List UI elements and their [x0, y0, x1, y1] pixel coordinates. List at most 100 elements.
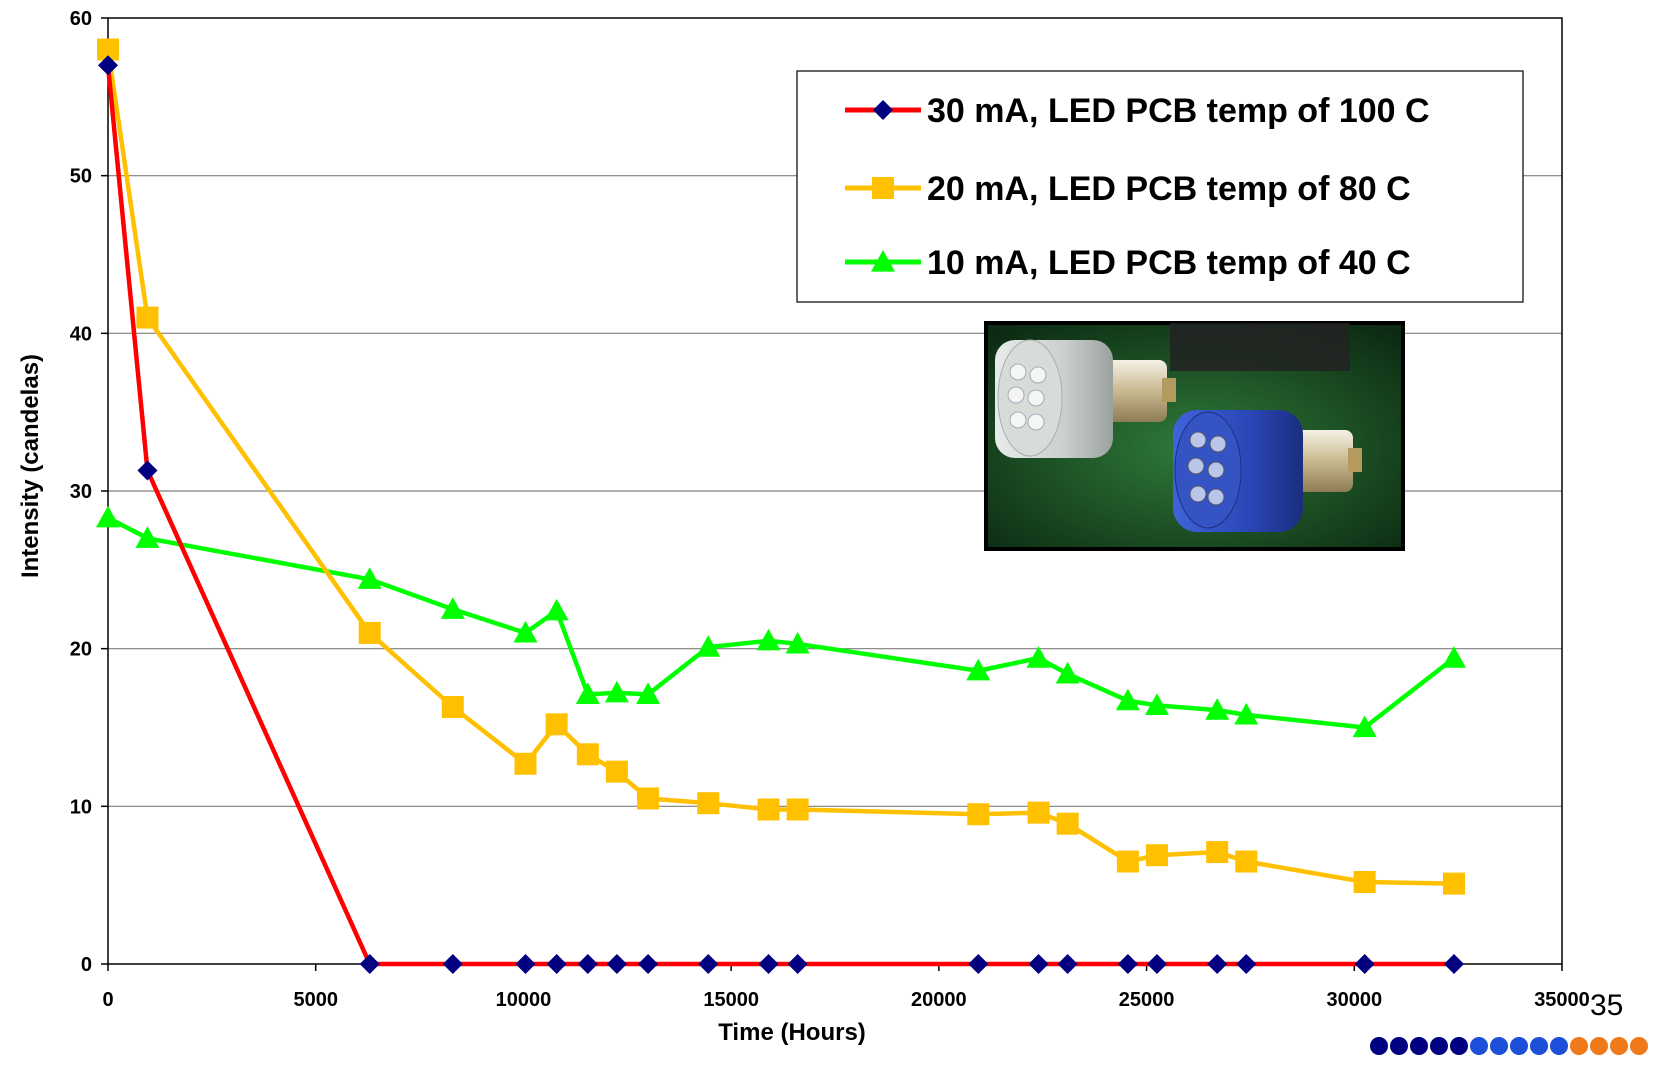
data-point [1116, 850, 1139, 873]
data-point [544, 598, 569, 621]
data-point [1144, 693, 1169, 716]
data-point [576, 743, 599, 766]
decorative-dot [1390, 1037, 1408, 1055]
data-point [515, 954, 536, 974]
series-1 [98, 55, 1464, 974]
x-tick-label: 10000 [496, 989, 552, 1011]
data-point [604, 680, 629, 703]
page-number: 35 [1590, 989, 1623, 1022]
y-tick-label: 0 [81, 954, 92, 976]
data-point [442, 954, 463, 974]
data-point [758, 954, 779, 974]
x-axis-title: Time (Hours) [718, 1019, 866, 1046]
legend-label: 30 mA, LED PCB temp of 100 C [927, 92, 1430, 130]
data-point [513, 620, 538, 643]
data-point [638, 954, 659, 974]
legend-swatch-marker [871, 250, 895, 272]
decorative-dot [1630, 1037, 1648, 1055]
data-point [1352, 715, 1377, 738]
x-tick-label: 25000 [1119, 989, 1175, 1011]
data-point [1026, 646, 1051, 668]
data-point [787, 954, 808, 974]
data-point [1055, 661, 1080, 684]
data-point [358, 621, 381, 644]
data-point [1207, 954, 1228, 974]
data-point [1353, 871, 1376, 894]
y-tick-label: 30 [70, 481, 92, 503]
data-point [357, 567, 382, 589]
y-axis-title: Intensity (candelas) [17, 354, 44, 578]
data-point [756, 628, 781, 651]
data-point [1234, 702, 1259, 725]
data-point [1206, 841, 1229, 864]
y-tick-label: 20 [70, 639, 92, 661]
led-bulbs-photo [984, 321, 1405, 551]
data-point [1443, 954, 1464, 974]
data-point [968, 954, 989, 974]
legend-swatch-marker [872, 177, 894, 199]
decorative-dot [1570, 1037, 1588, 1055]
data-point [1056, 812, 1079, 835]
x-tick-label: 30000 [1326, 989, 1382, 1011]
legend-entry: 10 mA, LED PCB temp of 40 C [845, 244, 1411, 282]
data-point [605, 760, 628, 783]
data-point [1146, 954, 1167, 974]
y-tick-label: 50 [70, 166, 92, 188]
data-point [135, 526, 160, 548]
data-point [514, 752, 537, 775]
data-point [545, 713, 568, 736]
data-point [1235, 850, 1258, 873]
y-axis: 0 10 20 30 40 50 60 [70, 8, 108, 976]
data-point [546, 954, 567, 974]
decorative-dot [1490, 1037, 1508, 1055]
x-tick-label: 20000 [911, 989, 967, 1011]
decorative-dot [1410, 1037, 1428, 1055]
data-point [1057, 954, 1078, 974]
legend-entry: 20 mA, LED PCB temp of 80 C [845, 170, 1411, 208]
data-point [698, 954, 719, 974]
data-point [440, 597, 465, 619]
decorative-dot [1530, 1037, 1548, 1055]
data-point [359, 954, 380, 974]
data-point [1115, 688, 1140, 711]
data-point [577, 954, 598, 974]
decorative-dot [1610, 1037, 1628, 1055]
data-point [786, 798, 809, 821]
data-point [757, 798, 780, 821]
decorative-dot [1450, 1037, 1468, 1055]
x-tick-label: 35000 [1534, 989, 1590, 1011]
x-tick-label: 15000 [703, 989, 759, 1011]
data-point [636, 682, 661, 704]
data-point [1028, 954, 1049, 974]
data-point [1442, 872, 1465, 895]
decorative-dot [1510, 1037, 1528, 1055]
data-point [967, 803, 990, 826]
legend-label: 10 mA, LED PCB temp of 40 C [927, 244, 1411, 282]
data-point [1236, 954, 1257, 974]
data-point [137, 460, 158, 481]
data-point [1205, 698, 1230, 720]
y-tick-label: 40 [70, 323, 92, 345]
data-point [1354, 954, 1375, 974]
decorative-dot [1550, 1037, 1568, 1055]
data-point [441, 696, 464, 719]
data-point [136, 306, 159, 329]
legend-label: 20 mA, LED PCB temp of 80 C [927, 170, 1411, 208]
data-point [696, 635, 721, 657]
x-tick-label: 5000 [293, 989, 338, 1011]
x-tick-label: 0 [102, 989, 113, 1011]
data-point [637, 787, 660, 810]
data-point [97, 38, 119, 61]
data-point [1027, 801, 1050, 824]
decorative-dot [1430, 1037, 1448, 1055]
series-group [96, 38, 1466, 974]
legend-entry: 30 mA, LED PCB temp of 100 C [845, 92, 1430, 130]
data-point [96, 505, 120, 528]
decorative-dots [1370, 1037, 1648, 1055]
data-point [1145, 844, 1168, 867]
data-point [1117, 954, 1138, 974]
data-point [785, 631, 810, 654]
decorative-dot [1470, 1037, 1488, 1055]
legend: 30 mA, LED PCB temp of 100 C 20 mA, LED P… [796, 70, 1524, 303]
data-point [606, 954, 627, 974]
